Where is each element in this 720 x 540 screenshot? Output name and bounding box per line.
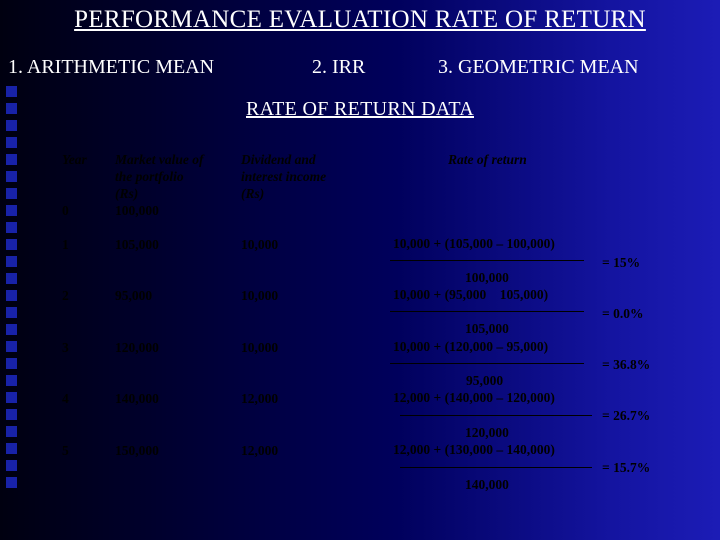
cell-year: 2 bbox=[62, 288, 69, 303]
header-year: Year bbox=[62, 152, 87, 167]
formula-denominator: 105,000 bbox=[465, 321, 509, 336]
cell-year: 3 bbox=[62, 340, 69, 355]
slide-title: PERFORMANCE EVALUATION RATE OF RETURN bbox=[74, 6, 646, 33]
header-market-value: Market value of the portfolio (Rs) bbox=[115, 151, 204, 202]
method-geometric-mean: 3. GEOMETRIC MEAN bbox=[438, 56, 639, 78]
formula-numerator: 10,000 + (95,000 105,000) bbox=[393, 287, 549, 302]
fraction-bar bbox=[390, 311, 584, 312]
fraction-bar bbox=[400, 467, 592, 468]
cell-year: 1 bbox=[62, 237, 69, 252]
method-arithmetic-mean: 1. ARITHMETIC MEAN bbox=[8, 56, 215, 78]
header-market-value-line-1: Market value of bbox=[115, 152, 204, 167]
decorative-square-column bbox=[6, 86, 20, 494]
fraction-bar bbox=[390, 260, 584, 261]
cell-market-value: 120,000 bbox=[115, 340, 159, 355]
formula-denominator: 95,000 bbox=[466, 373, 504, 388]
formula-result: = 0.0% bbox=[602, 306, 644, 321]
formula-numerator: 12,000 + (130,000 – 140,000) bbox=[393, 442, 555, 457]
formula-denominator: 140,000 bbox=[465, 477, 509, 492]
header-market-value-line-2: the portfolio bbox=[115, 169, 184, 184]
cell-dividend: 10,000 bbox=[241, 340, 279, 355]
formula-result: = 15.7% bbox=[602, 460, 651, 475]
formula-numerator: 10,000 + (105,000 – 100,000) bbox=[393, 236, 555, 251]
cell-year: 5 bbox=[62, 443, 69, 458]
header-market-value-line-3: (Rs) bbox=[115, 186, 139, 201]
header-rate-of-return: Rate of return bbox=[448, 152, 527, 167]
formula-result: = 36.8% bbox=[602, 357, 651, 372]
cell-dividend: 10,000 bbox=[241, 288, 279, 303]
formula-denominator: 100,000 bbox=[465, 270, 509, 285]
formula-numerator: 12,000 + (140,000 – 120,000) bbox=[393, 390, 555, 405]
formula-result: = 26.7% bbox=[602, 408, 651, 423]
header-dividend-line-3: (Rs) bbox=[241, 186, 265, 201]
fraction-bar bbox=[400, 415, 592, 416]
cell-market-value: 100,000 bbox=[115, 203, 159, 218]
cell-dividend: 12,000 bbox=[241, 391, 279, 406]
header-dividend-line-2: interest income bbox=[241, 169, 327, 184]
cell-year: 0 bbox=[62, 203, 69, 218]
cell-year: 4 bbox=[62, 391, 69, 406]
header-dividend-line-1: Dividend and bbox=[241, 152, 316, 167]
cell-dividend: 10,000 bbox=[241, 237, 279, 252]
section-title: RATE OF RETURN DATA bbox=[246, 98, 474, 120]
cell-market-value: 105,000 bbox=[115, 237, 159, 252]
formula-denominator: 120,000 bbox=[465, 425, 509, 440]
fraction-bar bbox=[390, 363, 584, 364]
formula-result: = 15% bbox=[602, 255, 641, 270]
formula-numerator: 10,000 + (120,000 – 95,000) bbox=[393, 339, 549, 354]
header-dividend: Dividend and interest income (Rs) bbox=[241, 151, 326, 202]
cell-market-value: 140,000 bbox=[115, 391, 159, 406]
cell-market-value: 150,000 bbox=[115, 443, 159, 458]
cell-market-value: 95,000 bbox=[115, 288, 153, 303]
method-irr: 2. IRR bbox=[312, 56, 366, 78]
cell-dividend: 12,000 bbox=[241, 443, 279, 458]
